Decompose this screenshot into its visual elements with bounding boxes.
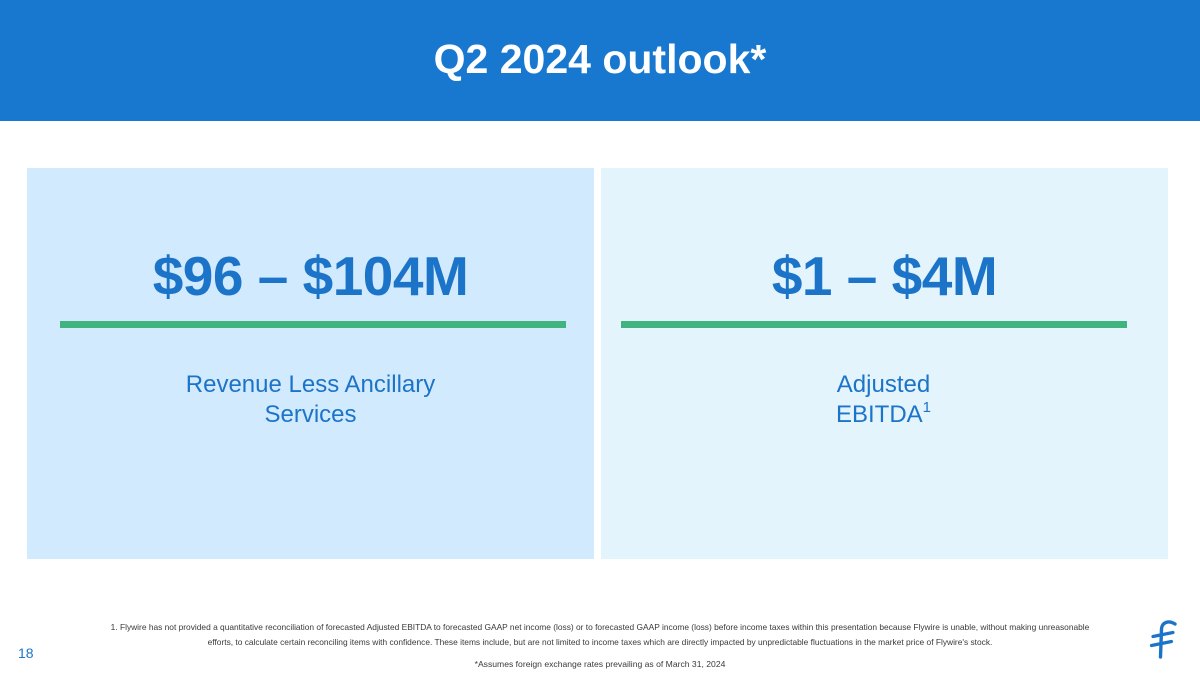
panel-divider (621, 321, 1127, 328)
ebitda-outlook-label: Adjusted EBITDA1 (600, 370, 1167, 430)
slide-title: Q2 2024 outlook* (433, 36, 767, 82)
label-line-2: Services (264, 401, 357, 428)
revenue-outlook-label: Revenue Less Ancillary Services (27, 370, 594, 430)
label-line-2: EBITDA1 (600, 400, 1167, 430)
label-line-1: Revenue Less Ancillary (185, 371, 436, 398)
flywire-logo-icon (1149, 620, 1177, 659)
fx-assumption-note: *Assumes foreign exchange rates prevaili… (474, 659, 726, 669)
ebitda-outlook-value: $1 – $4M (771, 245, 998, 307)
revenue-outlook-value: $96 – $104M (152, 245, 469, 307)
page-number: 18 (18, 645, 34, 661)
title-banner: Q2 2024 outlook* (0, 0, 1200, 121)
panel-divider (60, 321, 566, 328)
ebitda-outlook-panel: $1 – $4M Adjusted EBITDA1 (601, 168, 1168, 559)
footnote-marker: 1 (922, 399, 932, 416)
footnote: 1. Flywire has not provided a quantitati… (40, 620, 1160, 650)
footnote-line-2: efforts, to calculate certain reconcilin… (207, 637, 993, 647)
label-line-1: Adjusted (836, 371, 931, 398)
label-line-2-text: EBITDA (835, 401, 923, 428)
revenue-outlook-panel: $96 – $104M Revenue Less Ancillary Servi… (27, 168, 594, 559)
footnote-line-1: 1. Flywire has not provided a quantitati… (110, 622, 1090, 632)
